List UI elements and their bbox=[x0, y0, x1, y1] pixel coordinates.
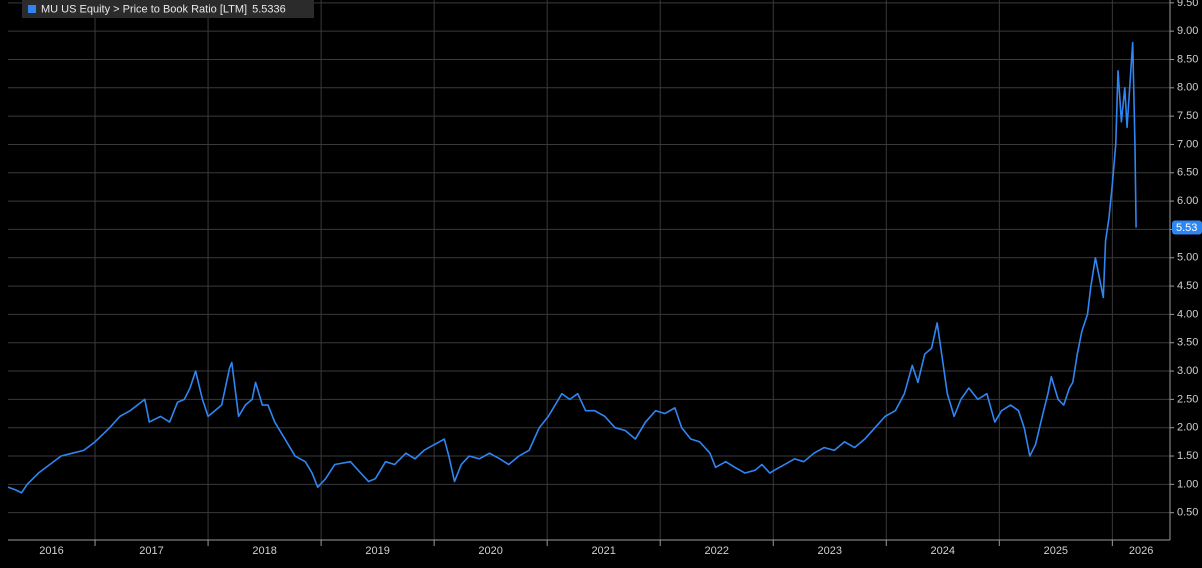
y-tick-label: 4.00 bbox=[1177, 308, 1198, 320]
y-tick-label: 0.50 bbox=[1177, 507, 1198, 519]
y-tick-label: 8.00 bbox=[1177, 82, 1198, 94]
y-tick-label: 5.00 bbox=[1177, 252, 1198, 264]
x-tick-label: 2020 bbox=[478, 545, 502, 557]
plot bbox=[7, 41, 1137, 494]
x-tick-label: 2026 bbox=[1129, 545, 1153, 557]
y-tick-label: 2.00 bbox=[1177, 422, 1198, 434]
x-tick-label: 2024 bbox=[931, 545, 955, 557]
y-tick-label: 7.50 bbox=[1177, 110, 1198, 122]
x-tick-label: 2017 bbox=[139, 545, 163, 557]
y-tick-label: 4.50 bbox=[1177, 280, 1198, 292]
y-tick-label: 7.00 bbox=[1177, 138, 1198, 150]
legend-swatch bbox=[28, 5, 36, 13]
y-tick-label: 3.00 bbox=[1177, 365, 1198, 377]
y-tick-label: 2.50 bbox=[1177, 393, 1198, 405]
y-tick-label: 9.50 bbox=[1177, 0, 1198, 9]
x-tick-label: 2025 bbox=[1044, 545, 1068, 557]
y-tick-label: 1.00 bbox=[1177, 478, 1198, 490]
y-tick-label: 1.50 bbox=[1177, 450, 1198, 462]
x-tick-label: 2018 bbox=[252, 545, 276, 557]
y-tick-label: 3.50 bbox=[1177, 337, 1198, 349]
legend-label: MU US Equity > Price to Book Ratio [LTM] bbox=[41, 3, 247, 15]
last-value-label: 5.53 bbox=[1176, 222, 1197, 234]
last-value-marker bbox=[1172, 220, 1202, 235]
x-tick-label: 2023 bbox=[818, 545, 842, 557]
legend-value: 5.5336 bbox=[252, 3, 286, 15]
legend-box bbox=[22, 0, 314, 18]
y-tick-label: 9.00 bbox=[1177, 25, 1198, 37]
axes: 0.50 1.00 1.50 2.00 2.50 3.00 3.50 4.00 4.50 5.00… bbox=[8, 0, 1202, 557]
y-tick-label: 8.50 bbox=[1177, 53, 1198, 65]
x-tick-label: 2019 bbox=[365, 545, 389, 557]
y-tick-label: 6.50 bbox=[1177, 167, 1198, 179]
y-tick-label: 6.00 bbox=[1177, 195, 1198, 207]
grid bbox=[8, 0, 1170, 540]
x-tick-label: 2022 bbox=[704, 545, 728, 557]
x-tick-label: 2021 bbox=[591, 545, 615, 557]
x-tick-label: 2016 bbox=[39, 545, 63, 557]
series-line bbox=[7, 41, 1137, 494]
legend: MU US Equity > Price to Book Ratio [LTM]… bbox=[22, 0, 314, 18]
